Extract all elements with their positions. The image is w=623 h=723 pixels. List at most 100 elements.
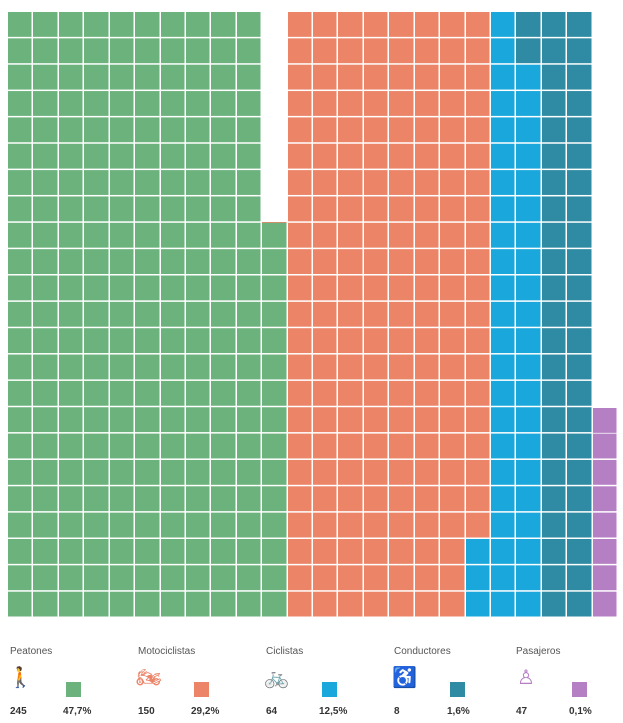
waffle-cell-motociclistas	[389, 222, 414, 248]
waffle-cell-motociclistas	[440, 565, 465, 591]
waffle-cell-motociclistas	[338, 170, 363, 195]
waffle-cell-pasajeros	[593, 539, 617, 564]
waffle-cell-peatones	[186, 380, 210, 406]
waffle-cell-peatones	[8, 91, 32, 116]
waffle-cell-motociclistas	[415, 512, 439, 538]
waffle-cell-peatones	[33, 249, 58, 274]
waffle-cell-motociclistas	[364, 459, 388, 485]
waffle-cell-conductores	[567, 38, 592, 64]
waffle-cell-conductores	[567, 354, 592, 380]
waffle-cell-motociclistas	[364, 539, 388, 564]
waffle-cell-conductores	[542, 459, 566, 485]
waffle-column	[466, 12, 490, 617]
waffle-cell-peatones	[211, 222, 236, 248]
waffle-cell-motociclistas	[466, 301, 490, 327]
waffle-cell-motociclistas	[338, 12, 363, 37]
waffle-cell-ciclistas	[516, 170, 541, 195]
waffle-cell-peatones	[135, 64, 160, 90]
waffle-cell-peatones	[8, 407, 32, 433]
waffle-cell-motociclistas	[338, 143, 363, 169]
waffle-cell-peatones	[33, 565, 58, 591]
waffle-cell-motociclistas	[415, 328, 439, 354]
waffle-cell-ciclistas	[466, 539, 490, 564]
waffle-cell-motociclistas	[389, 91, 414, 116]
waffle-cell-ciclistas	[516, 64, 541, 90]
waffle-cell-peatones	[135, 512, 160, 538]
waffle-cell-motociclistas	[313, 486, 337, 512]
waffle-cell-peatones	[237, 222, 261, 248]
bicycle-icon: 🚲	[264, 667, 289, 689]
waffle-cell-motociclistas	[288, 380, 312, 406]
waffle-cell-ciclistas	[516, 539, 541, 564]
waffle-cell-motociclistas	[466, 143, 490, 169]
waffle-cell-motociclistas	[389, 117, 414, 143]
waffle-cell-peatones	[84, 591, 109, 617]
waffle-column	[186, 12, 210, 617]
waffle-cell-peatones	[186, 222, 210, 248]
waffle-cell-peatones	[59, 328, 83, 354]
waffle-cell-ciclistas	[466, 591, 490, 617]
waffle-cell-conductores	[567, 328, 592, 354]
waffle-cell-peatones	[84, 38, 109, 64]
legend-label: Ciclistas	[266, 646, 304, 657]
waffle-cell-peatones	[8, 301, 32, 327]
waffle-cell-conductores	[567, 64, 592, 90]
waffle-cell-motociclistas	[364, 354, 388, 380]
waffle-cell-ciclistas	[516, 275, 541, 301]
waffle-cell-motociclistas	[288, 249, 312, 274]
waffle-cell-ciclistas	[491, 407, 515, 433]
waffle-cell-peatones	[237, 407, 261, 433]
waffle-cell-ciclistas	[491, 354, 515, 380]
waffle-cell-peatones	[237, 380, 261, 406]
legend-item-peatones: Peatones 🚶 245 47,7%	[0, 640, 125, 723]
waffle-cell-peatones	[135, 539, 160, 564]
waffle-cell-peatones	[262, 539, 287, 564]
waffle-cell-motociclistas	[313, 301, 337, 327]
waffle-cell-peatones	[59, 275, 83, 301]
waffle-cell-peatones	[8, 433, 32, 459]
waffle-cell-motociclistas	[466, 196, 490, 222]
waffle-cell-peatones	[33, 38, 58, 64]
waffle-cell-motociclistas	[313, 565, 337, 591]
legend-count: 8	[394, 706, 400, 717]
waffle-cell-motociclistas	[313, 196, 337, 222]
waffle-cell-motociclistas	[288, 565, 312, 591]
waffle-cell-peatones	[33, 433, 58, 459]
waffle-cell-ciclistas	[491, 512, 515, 538]
waffle-cell-peatones	[186, 170, 210, 195]
waffle-cell-motociclistas	[338, 301, 363, 327]
legend-label: Peatones	[10, 646, 53, 657]
waffle-cell-peatones	[237, 38, 261, 64]
waffle-cell-motociclistas	[389, 328, 414, 354]
waffle-cell-motociclistas	[466, 117, 490, 143]
waffle-cell-ciclistas	[516, 301, 541, 327]
waffle-cell-motociclistas	[440, 64, 465, 90]
waffle-cell-peatones	[262, 407, 287, 433]
waffle-cell-peatones	[262, 380, 287, 406]
waffle-cell-peatones	[211, 91, 236, 116]
waffle-cell-peatones	[135, 354, 160, 380]
waffle-grid	[8, 12, 617, 617]
waffle-cell-peatones	[8, 117, 32, 143]
waffle-cell-peatones	[84, 328, 109, 354]
waffle-cell-motociclistas	[466, 512, 490, 538]
waffle-cell-ciclistas	[516, 91, 541, 116]
waffle-cell-conductores	[567, 380, 592, 406]
waffle-cell-peatones	[59, 512, 83, 538]
waffle-cell-peatones	[262, 328, 287, 354]
waffle-cell-motociclistas	[364, 64, 388, 90]
waffle-cell-motociclistas	[288, 539, 312, 564]
waffle-cell-peatones	[161, 143, 185, 169]
waffle-cell-peatones	[186, 459, 210, 485]
waffle-column	[313, 12, 337, 617]
waffle-cell-motociclistas	[415, 539, 439, 564]
waffle-cell-peatones	[211, 12, 236, 37]
waffle-cell-motociclistas	[440, 301, 465, 327]
waffle-column	[491, 12, 515, 617]
waffle-cell-ciclistas	[491, 591, 515, 617]
waffle-cell-peatones	[237, 459, 261, 485]
waffle-cell-motociclistas	[440, 354, 465, 380]
waffle-cell-peatones	[8, 222, 32, 248]
waffle-cell-peatones	[33, 143, 58, 169]
waffle-cell-motociclistas	[364, 275, 388, 301]
